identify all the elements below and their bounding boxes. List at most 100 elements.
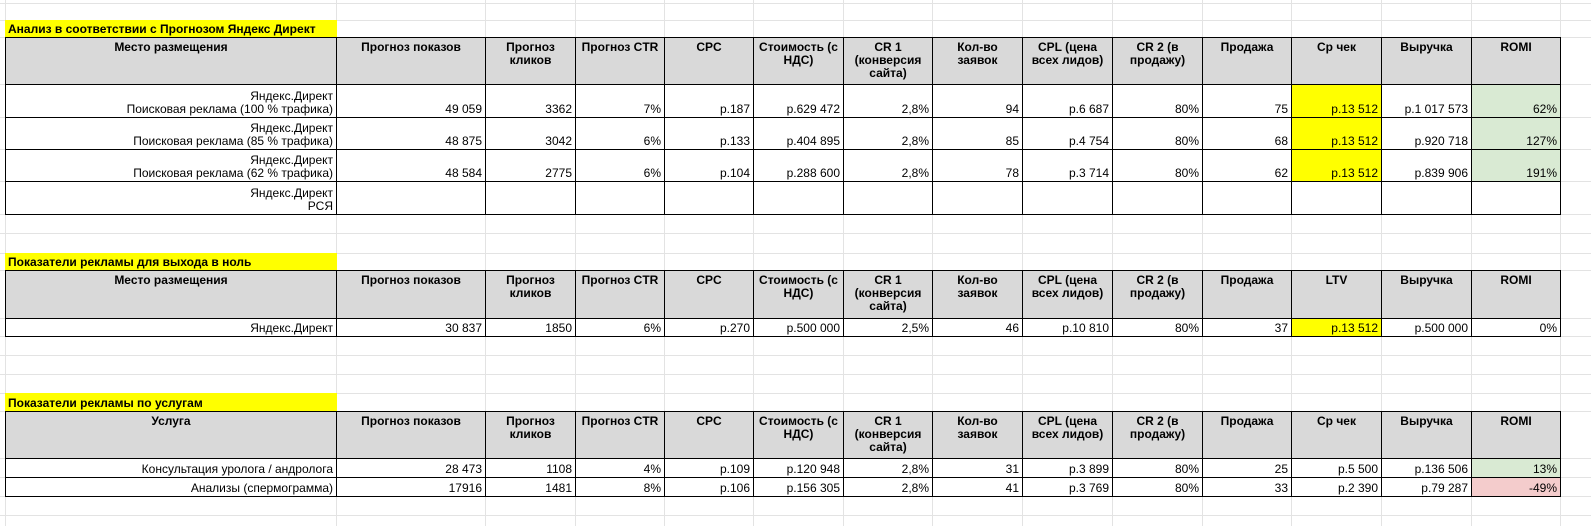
- cell-text: р.79 287: [1421, 481, 1468, 495]
- cell-text: 31: [1005, 462, 1019, 476]
- data-cell: Яндекс.Директ РСЯ: [5, 181, 337, 215]
- cell-text: 48 584: [445, 166, 482, 180]
- cell-text: 1481: [545, 481, 572, 495]
- data-cell: 28 473: [336, 458, 486, 478]
- cell-text: р.13 512: [1331, 134, 1378, 148]
- header-cell: Выручка: [1381, 411, 1472, 459]
- data-cell: Яндекс.Директ: [5, 318, 337, 337]
- cell-text: 0%: [1539, 321, 1557, 335]
- cell-text: р.136 506: [1414, 462, 1468, 476]
- header-cell: CPC: [664, 411, 754, 459]
- cell-text: 191%: [1526, 166, 1557, 180]
- data-cell: 2,8%: [843, 149, 933, 182]
- header-cell: Место размещения: [5, 270, 337, 319]
- gridline: [0, 233, 1591, 234]
- cell-text: Прогноз показов: [361, 40, 461, 54]
- cell-text: 80%: [1174, 481, 1199, 495]
- cell-text: р.270: [719, 321, 750, 335]
- cell-text: Место размещения: [114, 40, 228, 54]
- cell-text: 2,8%: [901, 134, 929, 148]
- cell-text: 6%: [643, 166, 661, 180]
- data-cell: 78: [932, 149, 1023, 182]
- cell-text: р.6 687: [1068, 102, 1109, 116]
- header-cell: Прогноз показов: [336, 270, 486, 319]
- data-cell: р.13 512: [1291, 149, 1382, 182]
- gridline: [0, 393, 1591, 394]
- data-cell: [1022, 181, 1113, 215]
- data-cell: [1112, 181, 1203, 215]
- cell-text: Продажа: [1220, 273, 1274, 287]
- data-cell: р.2 390: [1291, 477, 1382, 497]
- data-cell: р.10 810: [1022, 318, 1113, 337]
- cell-text: р.404 895: [786, 134, 840, 148]
- cell-text: р.920 718: [1414, 134, 1468, 148]
- data-cell: [932, 181, 1023, 215]
- cell-text: CPC: [696, 40, 722, 54]
- data-cell: р.3 714: [1022, 149, 1113, 182]
- data-cell: [1381, 181, 1472, 215]
- gridline: [0, 20, 1591, 21]
- cell-text: ROMI: [1500, 273, 1532, 287]
- header-cell: LTV: [1291, 270, 1382, 319]
- cell-text: р.629 472: [786, 102, 840, 116]
- cell-text: р.3 769: [1068, 481, 1109, 495]
- data-cell: 6%: [575, 117, 665, 150]
- data-cell: 7%: [575, 84, 665, 118]
- data-cell: 94: [932, 84, 1023, 118]
- data-cell: 37: [1202, 318, 1292, 337]
- cell-text: Яндекс.Директ: [250, 321, 333, 335]
- data-cell: 8%: [575, 477, 665, 497]
- data-cell: р.104: [664, 149, 754, 182]
- data-cell: 85: [932, 117, 1023, 150]
- table-title: Показатели рекламы по услугам: [5, 393, 337, 411]
- data-cell: 2775: [485, 149, 576, 182]
- cell-text: р.156 305: [786, 481, 840, 495]
- cell-text: Место размещения: [114, 273, 228, 287]
- gridline: [575, 0, 576, 526]
- data-cell: р.5 500: [1291, 458, 1382, 478]
- data-cell: 6%: [575, 318, 665, 337]
- cell-text: Выручка: [1400, 40, 1453, 54]
- cell-text: 4%: [643, 462, 661, 476]
- header-cell: Прогноз кликов: [485, 37, 576, 85]
- header-cell: Кол-во заявок: [932, 37, 1023, 85]
- header-cell: Продажа: [1202, 270, 1292, 319]
- cell-text: р.187: [719, 102, 750, 116]
- cell-text: 1850: [545, 321, 572, 335]
- data-cell: 80%: [1112, 318, 1203, 337]
- cell-text: CR 2 (в продажу): [1129, 273, 1186, 300]
- cell-text: р.10 810: [1062, 321, 1109, 335]
- cell-text: Продажа: [1220, 414, 1274, 428]
- cell-text: Услуга: [151, 414, 191, 428]
- data-cell: 41: [932, 477, 1023, 497]
- cell-text: Кол-во заявок: [957, 273, 998, 300]
- data-cell: 0%: [1471, 318, 1561, 337]
- cell-text: Прогноз показов: [361, 273, 461, 287]
- data-cell: р.6 687: [1022, 84, 1113, 118]
- data-cell: р.13 512: [1291, 117, 1382, 150]
- data-cell: [1471, 181, 1561, 215]
- header-cell: Прогноз кликов: [485, 270, 576, 319]
- cell-text: Прогноз кликов: [506, 40, 555, 67]
- data-cell: 80%: [1112, 117, 1203, 150]
- cell-text: 6%: [643, 134, 661, 148]
- cell-text: -49%: [1528, 481, 1557, 495]
- header-cell: Прогноз показов: [336, 411, 486, 459]
- data-cell: 75: [1202, 84, 1292, 118]
- cell-text: р.4 754: [1068, 134, 1109, 148]
- cell-text: 41: [1005, 481, 1019, 495]
- data-cell: Яндекс.Директ Поисковая реклама (62 % тр…: [5, 149, 337, 182]
- cell-text: Анализы (спермограмма): [190, 481, 333, 495]
- gridline: [753, 0, 754, 526]
- gridline: [485, 0, 486, 526]
- data-cell: 13%: [1471, 458, 1561, 478]
- data-cell: 62: [1202, 149, 1292, 182]
- cell-text: Выручка: [1400, 273, 1453, 287]
- data-cell: 191%: [1471, 149, 1561, 182]
- header-cell: CPC: [664, 270, 754, 319]
- gridline: [664, 0, 665, 526]
- header-cell: CR 2 (в продажу): [1112, 270, 1203, 319]
- cell-text: 25: [1274, 462, 1288, 476]
- data-cell: р.3 769: [1022, 477, 1113, 497]
